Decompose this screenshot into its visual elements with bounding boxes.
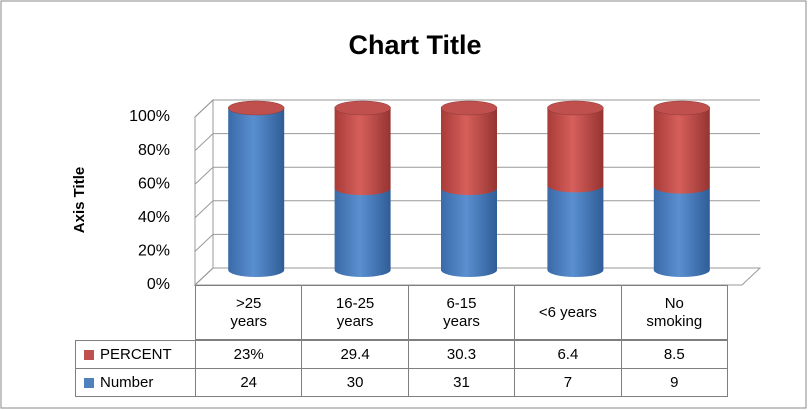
legend-label: PERCENT — [100, 345, 172, 363]
table-value: 6.4 — [514, 340, 622, 369]
cylinder-cap — [653, 100, 711, 116]
cell-text: 16-25 years — [335, 294, 375, 330]
table-value: 24 — [195, 368, 303, 397]
cell-text: >25 years — [230, 294, 268, 330]
cylinder-segment — [334, 108, 391, 196]
table-value: 7 — [514, 368, 622, 397]
cell-text: 24 — [240, 373, 258, 391]
y-tick-label: 100% — [129, 108, 170, 125]
cylinder-cap — [547, 100, 604, 116]
legend-entry: PERCENT — [75, 340, 196, 369]
cylinder-segment — [441, 188, 497, 277]
cell-text: 29.4 — [340, 345, 370, 363]
cylinder-segment — [653, 108, 710, 194]
cell-text: 23% — [233, 345, 264, 363]
legend-swatch — [84, 349, 94, 360]
table-value: 30 — [301, 368, 409, 397]
cell-text: No smoking — [646, 294, 703, 330]
cell-text: 8.5 — [663, 345, 685, 363]
cylinder-segment — [547, 185, 604, 277]
cell-text: <6 years — [538, 303, 597, 321]
category-cell: >25 years — [195, 285, 303, 340]
cell-text: 31 — [453, 373, 470, 391]
y-tick-label: 60% — [138, 175, 170, 192]
table-value: 30.3 — [407, 340, 516, 369]
cell-text: 6-15 years — [443, 294, 480, 330]
y-tick-label: 40% — [138, 209, 170, 226]
cylinder-cap — [440, 100, 498, 116]
y-tick-label: 20% — [138, 243, 170, 260]
category-cell: 16-25 years — [301, 285, 409, 340]
cylinder-segment — [334, 188, 391, 277]
legend-label: Number — [100, 373, 154, 391]
cell-text: 7 — [563, 373, 573, 391]
table-value: 23% — [195, 340, 303, 369]
legend-entry: Number — [75, 368, 196, 397]
y-tick-label: 0% — [147, 276, 170, 293]
category-cell: <6 years — [514, 285, 622, 340]
table-value: 29.4 — [301, 340, 409, 369]
y-axis-title: Axis Title — [71, 167, 88, 233]
cylinder-segment — [547, 108, 604, 193]
table-value: 31 — [407, 368, 516, 397]
legend-swatch — [84, 377, 94, 388]
back-wall — [194, 98, 214, 287]
cylinder-segment — [228, 108, 285, 277]
cylinder-cap — [334, 100, 391, 116]
grid-line — [194, 99, 760, 118]
chart-title: Chart Title — [348, 30, 481, 60]
category-cell: 6-15 years — [407, 285, 516, 340]
cell-text: 30 — [346, 373, 364, 391]
table-value: 9 — [620, 368, 728, 397]
cylinder-cap — [227, 100, 285, 116]
table-value: 8.5 — [620, 340, 728, 369]
cylinder-segment — [653, 186, 710, 277]
cell-text: 30.3 — [446, 345, 477, 363]
cell-text: 9 — [670, 373, 679, 391]
category-cell: No smoking — [620, 285, 728, 340]
y-tick-label: 80% — [138, 142, 170, 159]
cell-text: 6.4 — [557, 345, 579, 363]
cylinder-segment — [441, 108, 497, 196]
